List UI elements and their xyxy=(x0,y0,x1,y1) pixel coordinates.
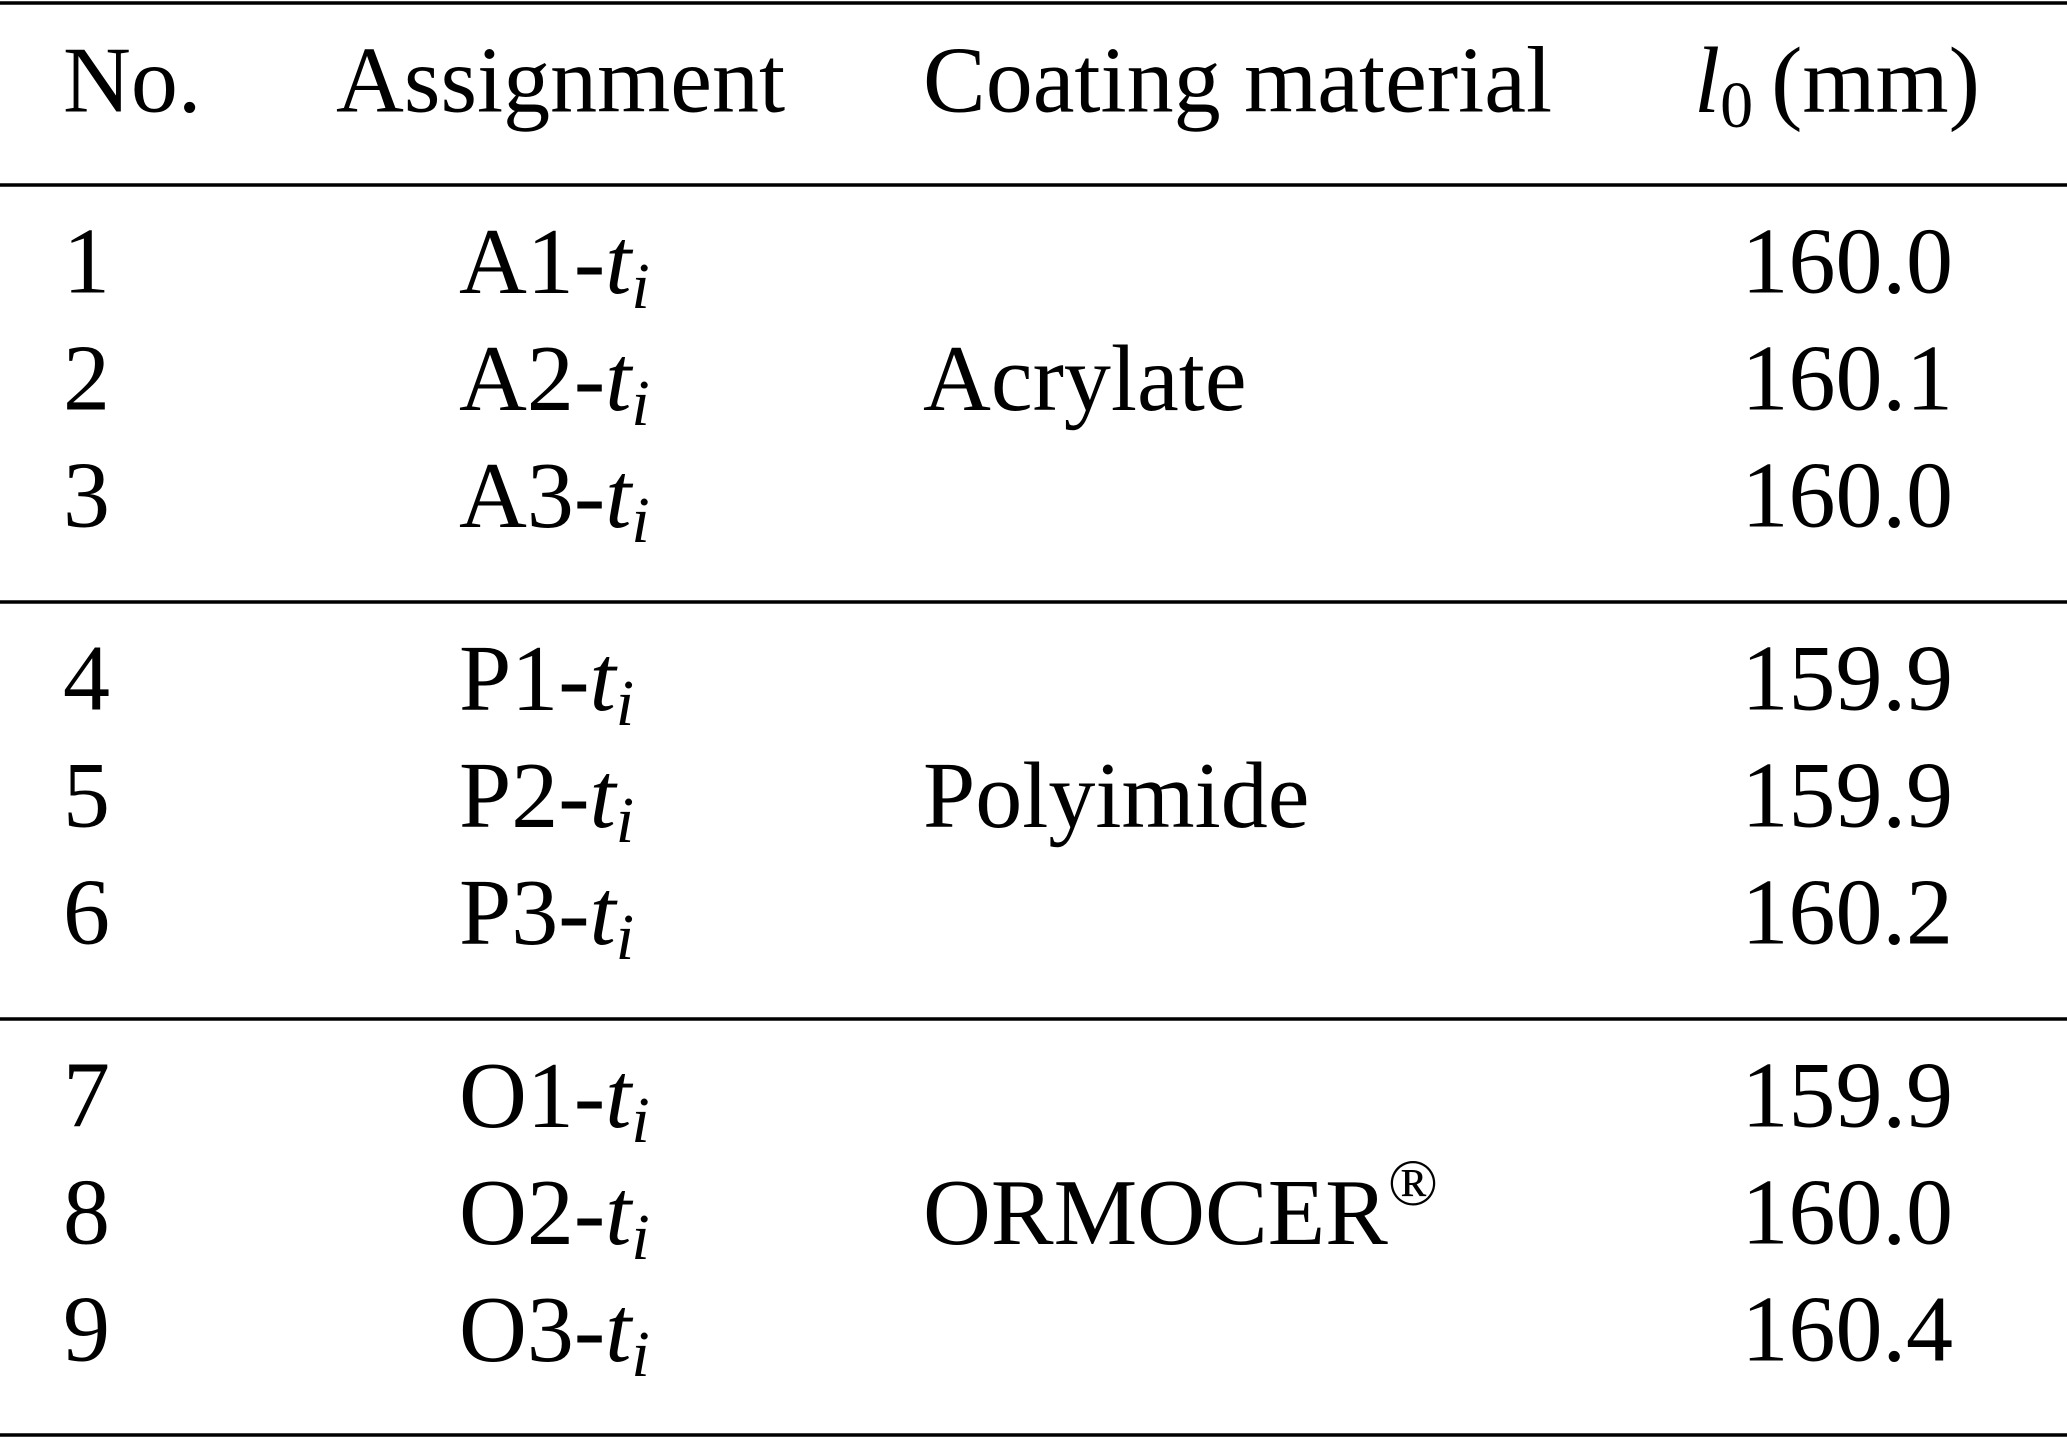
length-value: 160.0 xyxy=(1742,1161,1954,1265)
assignment-var: t xyxy=(590,861,618,965)
row-no: 6 xyxy=(63,861,110,965)
row-no: 1 xyxy=(63,210,110,314)
length-value: 159.9 xyxy=(1742,744,1954,848)
header-material: Coating material xyxy=(923,29,1552,133)
assignment-prefix: P3- xyxy=(459,861,590,965)
row-no: 8 xyxy=(63,1161,110,1265)
assignment-prefix: A2- xyxy=(459,327,605,431)
length-value: 159.9 xyxy=(1742,627,1954,731)
header-length: l0 (mm) xyxy=(1694,29,1980,143)
assignment-sub: i xyxy=(631,484,649,557)
length-value: 160.2 xyxy=(1742,861,1954,965)
coating-material: Polyimide xyxy=(923,744,1309,848)
assignment: A1-ti xyxy=(459,210,650,324)
row-no: 4 xyxy=(63,627,110,731)
assignment-sub: i xyxy=(631,1201,649,1274)
assignment-sub: i xyxy=(631,250,649,323)
material-name: Polyimide xyxy=(923,744,1309,848)
assignment: P3-ti xyxy=(459,861,634,975)
length-value: 159.9 xyxy=(1742,1044,1954,1148)
assignment: O1-ti xyxy=(459,1044,650,1158)
material-name: Acrylate xyxy=(923,327,1247,431)
assignment-var: t xyxy=(590,744,618,848)
assignment-sub: i xyxy=(616,901,634,974)
assignment-var: t xyxy=(605,444,633,548)
header-no: No. xyxy=(63,29,201,133)
length-value: 160.0 xyxy=(1742,444,1954,548)
assignment-prefix: P2- xyxy=(459,744,590,848)
assignment: A3-ti xyxy=(459,444,650,558)
length-value: 160.1 xyxy=(1742,327,1954,431)
assignment-sub: i xyxy=(616,667,634,740)
assignment-prefix: O2- xyxy=(459,1161,605,1265)
assignment-var: t xyxy=(605,327,633,431)
row-no: 7 xyxy=(63,1044,110,1148)
assignment: O2-ti xyxy=(459,1161,650,1275)
assignment-prefix: O3- xyxy=(459,1278,605,1382)
symbol: l xyxy=(1694,29,1720,133)
assignment-sub: i xyxy=(616,784,634,857)
assignment-var: t xyxy=(590,627,618,731)
row-no: 9 xyxy=(63,1278,110,1382)
assignment: P2-ti xyxy=(459,744,634,858)
assignment-prefix: P1- xyxy=(459,627,590,731)
material-name: ORMOCER xyxy=(923,1161,1388,1265)
assignment-sub: i xyxy=(631,1318,649,1391)
assignment-sub: i xyxy=(631,1084,649,1157)
assignment: A2-ti xyxy=(459,327,650,441)
unit: (mm) xyxy=(1771,29,1980,133)
assignment-prefix: A3- xyxy=(459,444,605,548)
row-no: 2 xyxy=(63,327,110,431)
assignment-prefix: A1- xyxy=(459,210,605,314)
row-no: 5 xyxy=(63,744,110,848)
assignment: P1-ti xyxy=(459,627,634,741)
coating-material: Acrylate xyxy=(923,327,1247,431)
assignment-var: t xyxy=(605,1278,633,1382)
assignment-var: t xyxy=(605,210,633,314)
assignment-var: t xyxy=(605,1044,633,1148)
assignment-var: t xyxy=(605,1161,633,1265)
header-assignment: Assignment xyxy=(336,29,785,133)
assignment: O3-ti xyxy=(459,1278,650,1392)
length-value: 160.0 xyxy=(1742,210,1954,314)
length-value: 160.4 xyxy=(1742,1278,1954,1382)
row-no: 3 xyxy=(63,444,110,548)
coating-material: ORMOCER® xyxy=(923,1147,1438,1264)
assignment-prefix: O1- xyxy=(459,1044,605,1148)
subscript: 0 xyxy=(1720,69,1753,142)
superscript: ® xyxy=(1388,1147,1438,1220)
assignment-sub: i xyxy=(631,367,649,440)
